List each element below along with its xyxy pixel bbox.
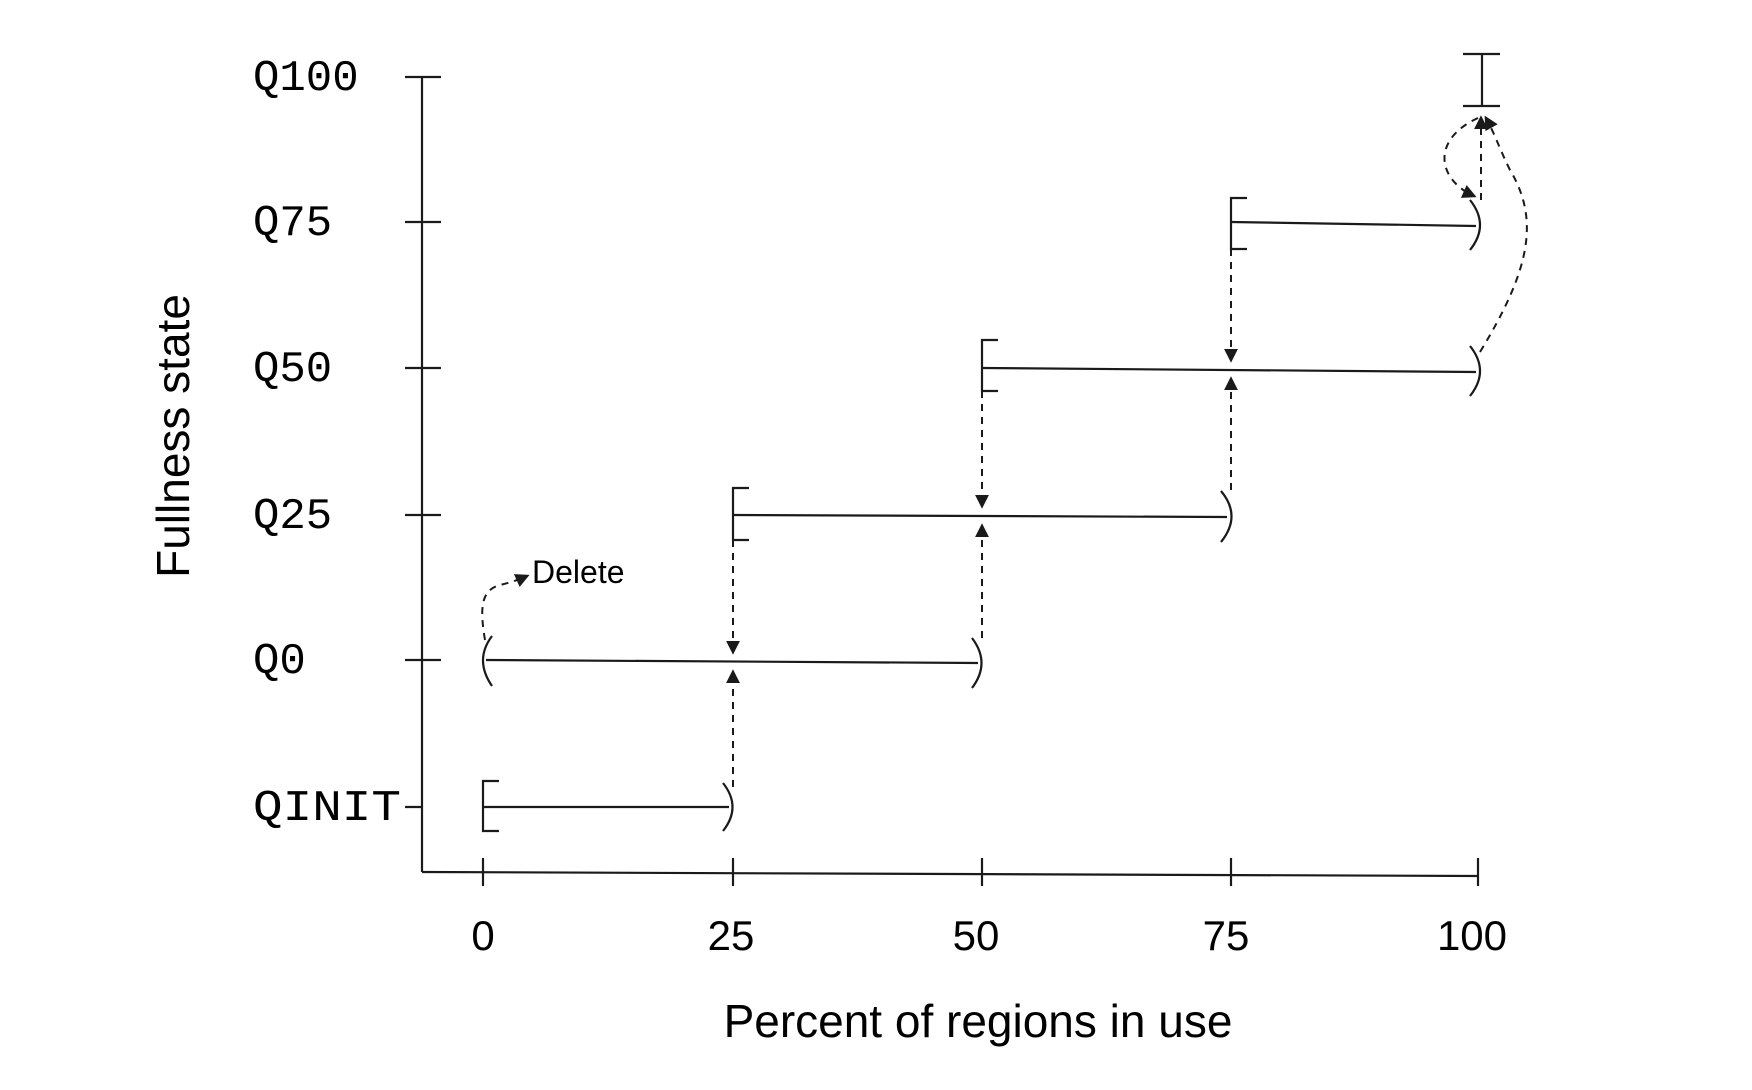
x-axis xyxy=(421,870,1479,878)
range-q0 xyxy=(481,635,983,689)
y-tick-label-q75: Q75 xyxy=(253,199,332,249)
y-tick-label-q0: Q0 xyxy=(253,637,306,687)
y-ticks xyxy=(405,75,441,809)
transition-q50-q100 xyxy=(1479,115,1528,353)
range-q100 xyxy=(1463,52,1500,108)
range-q25 xyxy=(731,486,1233,543)
y-tick-label-qinit: QINIT xyxy=(253,784,401,834)
x-ticks xyxy=(481,858,1480,886)
range-q75 xyxy=(1229,196,1482,251)
range-q50 xyxy=(980,338,1482,397)
x-tick-label-100: 100 xyxy=(1437,912,1507,959)
x-tick-label-0: 0 xyxy=(471,912,494,959)
x-tick-label-75: 75 xyxy=(1203,912,1250,959)
y-axis-title: Fullness state xyxy=(147,294,199,578)
transition-q0-delete xyxy=(481,574,530,641)
range-qinit xyxy=(481,779,734,833)
y-tick-label-q25: Q25 xyxy=(253,492,332,542)
transition-q100-q75 xyxy=(1443,117,1479,198)
x-axis-title: Percent of regions in use xyxy=(724,995,1233,1047)
delete-label: Delete xyxy=(532,554,625,590)
x-tick-label-50: 50 xyxy=(953,912,1000,959)
x-tick-label-25: 25 xyxy=(708,912,755,959)
y-tick-label-q100: Q100 xyxy=(253,54,359,104)
y-tick-label-q50: Q50 xyxy=(253,345,332,395)
